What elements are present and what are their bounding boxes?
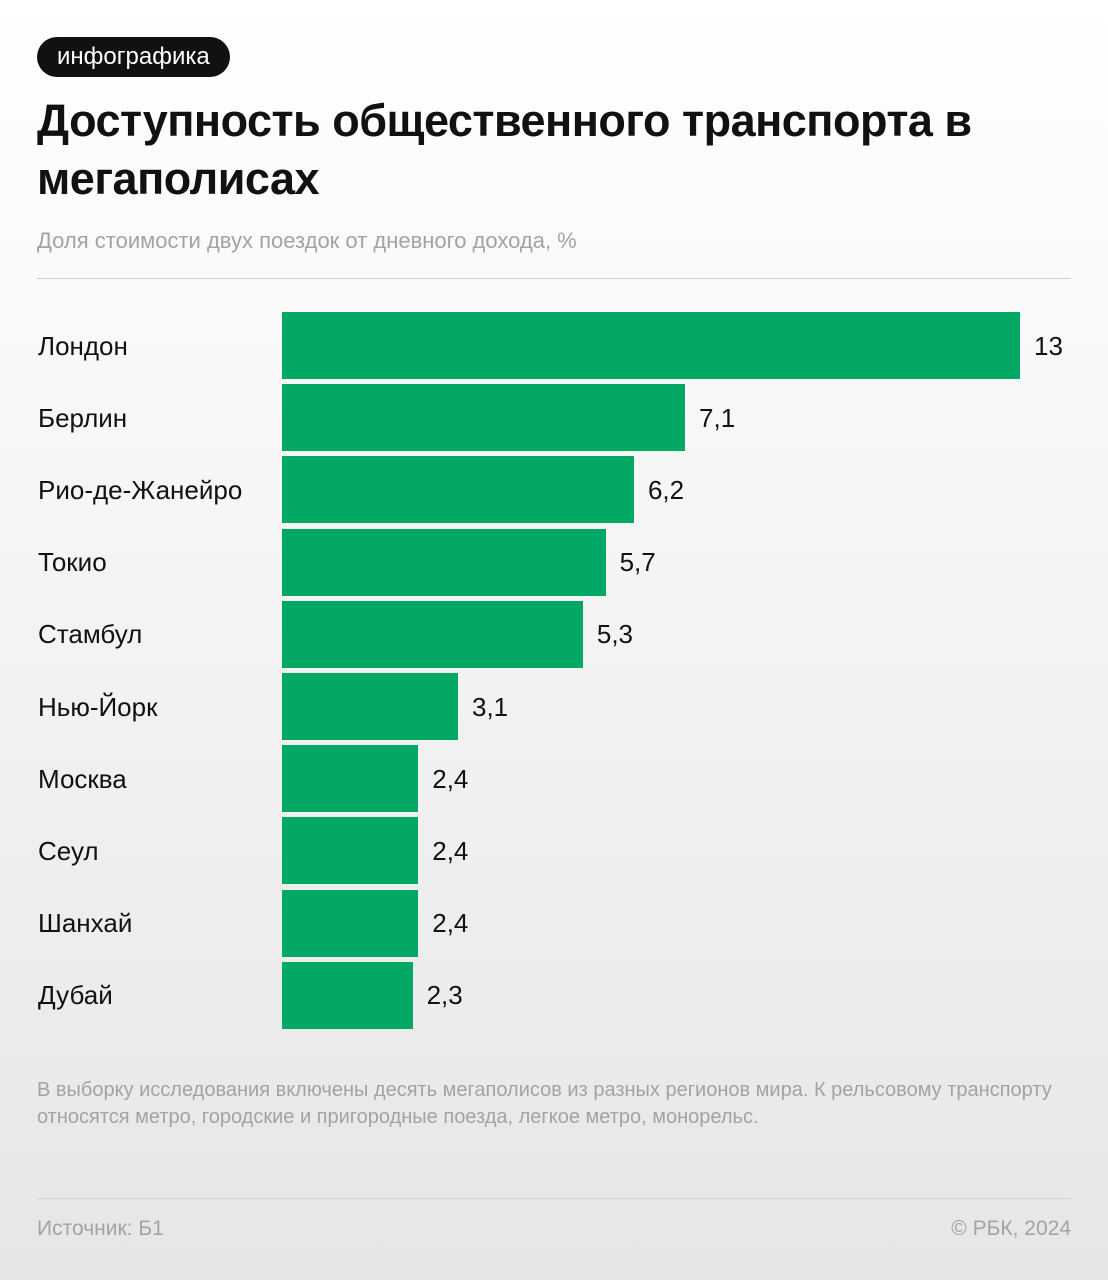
bar	[282, 384, 686, 452]
value-label: 6,2	[647, 474, 685, 505]
note: В выборку исследования включены десять м…	[37, 1079, 1052, 1128]
category-label: Москва	[38, 763, 127, 794]
bar	[282, 817, 419, 885]
value-label: 3,1	[471, 691, 509, 722]
category-label: Берлин	[38, 402, 128, 433]
category-label: Дубай	[38, 980, 113, 1011]
separator	[37, 278, 1071, 279]
separator	[37, 1198, 1071, 1199]
value-label: 2,4	[432, 908, 469, 939]
value-label: 5,3	[596, 619, 634, 650]
bar	[282, 961, 413, 1029]
value-label: 2,4	[432, 763, 469, 794]
value-label: 5,7	[619, 547, 656, 578]
category-label: Токио	[38, 547, 107, 578]
chart-subtitle: Доля стоимости двух поездок от дневного …	[37, 228, 577, 253]
value-label: 7,1	[699, 402, 736, 433]
bar	[282, 528, 606, 596]
bar	[282, 673, 458, 740]
bar	[282, 312, 1020, 379]
bar	[282, 600, 583, 668]
value-label: 2,3	[426, 980, 463, 1011]
chart: Лондон 13 Берлин 7,1 Рио-де-Жанейро 6,2 Токио 5…	[38, 312, 1063, 1029]
chart-title: Доступность общественного транспорта в м…	[37, 95, 972, 204]
bar	[282, 889, 419, 957]
credit: © РБК, 2024	[951, 1217, 1071, 1240]
category-label: Стамбул	[38, 619, 143, 650]
category-label: Шанхай	[38, 908, 133, 939]
category-label: Нью-Йорк	[38, 691, 158, 722]
value-label: 2,4	[432, 835, 469, 866]
category-label: Рио-де-Жанейро	[38, 474, 243, 505]
value-label: 13	[1034, 330, 1063, 361]
category-label: Лондон	[38, 330, 128, 361]
category-label: Сеул	[38, 835, 99, 866]
bar	[282, 456, 634, 524]
bar	[282, 745, 419, 813]
tag: инфографика	[37, 37, 230, 77]
source: Источник: Б1	[37, 1217, 164, 1240]
